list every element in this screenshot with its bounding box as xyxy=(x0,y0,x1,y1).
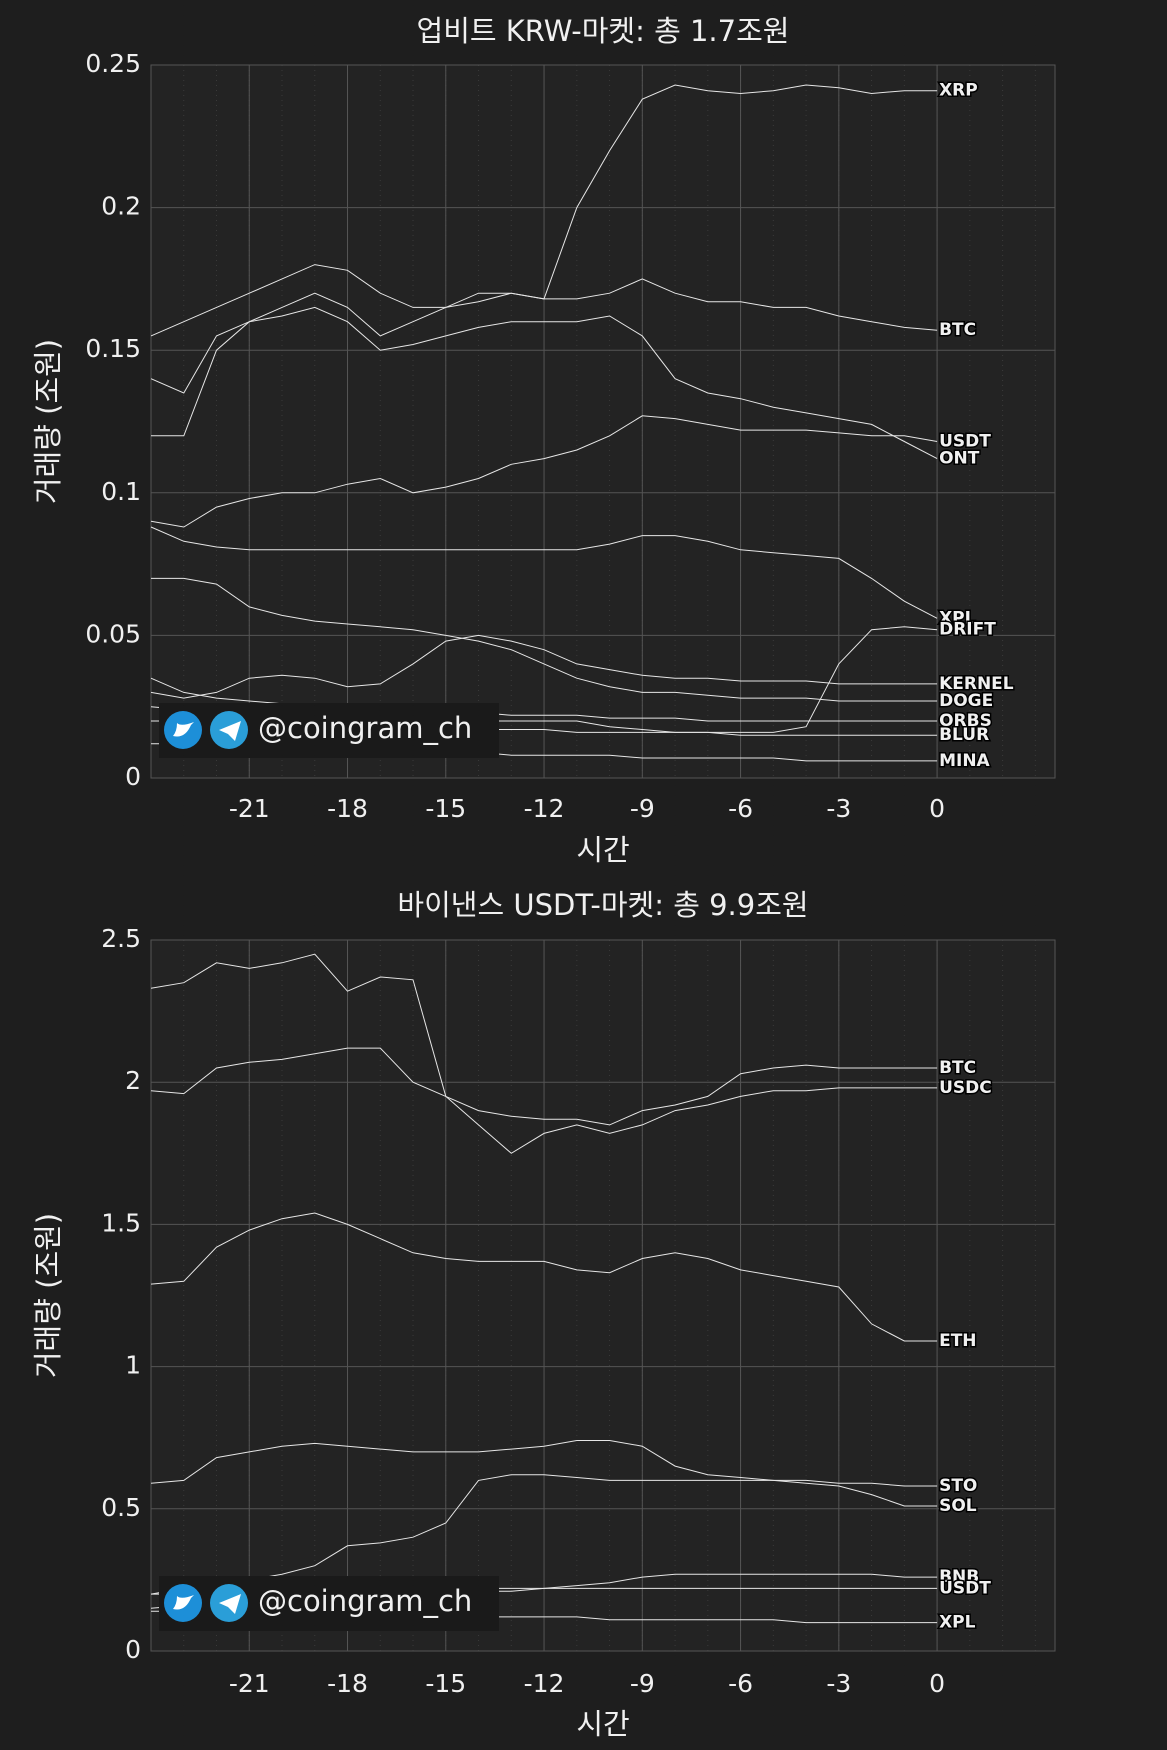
series-line xyxy=(150,1440,938,1487)
y-tick-label: 2 xyxy=(125,1066,141,1095)
y-tick-label: 0 xyxy=(125,762,141,791)
twitter-glyph xyxy=(173,722,194,737)
y-tick-label: 0.1 xyxy=(101,477,141,506)
series-label: ETH xyxy=(939,1331,976,1351)
x-tick-label: -15 xyxy=(425,1669,466,1698)
x-tick-label: -21 xyxy=(229,1669,270,1698)
series-label: SOL xyxy=(939,1496,977,1516)
x-tick-label: -3 xyxy=(826,1669,851,1698)
y-tick-label: 1 xyxy=(125,1351,141,1380)
plot-area xyxy=(150,939,1056,1652)
x-tick-label: -6 xyxy=(728,1669,753,1698)
series-label: BNB xyxy=(939,1567,979,1587)
x-tick-label: 0 xyxy=(929,794,945,823)
y-tick-label: 0.05 xyxy=(85,619,141,648)
series-line xyxy=(150,953,938,1154)
watermark-text: @coingram_ch xyxy=(258,1584,472,1618)
series-label: XPL xyxy=(939,608,976,628)
chart-title: 바이낸스 USDT-마켓: 총 9.9조원 xyxy=(397,888,808,922)
x-tick-label: -9 xyxy=(630,794,655,823)
x-axis-label: 시간 xyxy=(576,833,629,867)
x-tick-label: -3 xyxy=(826,794,851,823)
y-tick-label: 0.5 xyxy=(101,1493,141,1522)
series-label: BTC xyxy=(939,1058,976,1078)
y-axis-label: 거래량 (조원) xyxy=(31,1213,65,1378)
y-axis-label: 거래량 (조원) xyxy=(31,339,65,504)
x-tick-label: -21 xyxy=(229,794,270,823)
series-label: ORBS xyxy=(939,711,992,731)
y-tick-label: 1.5 xyxy=(101,1208,141,1237)
y-tick-label: 0.2 xyxy=(101,192,141,221)
twitter-glyph xyxy=(173,1595,194,1610)
series-label: DRIFT xyxy=(939,620,996,640)
series-label: KERNEL xyxy=(939,674,1014,694)
series-label: BLUR xyxy=(939,725,989,745)
series-line xyxy=(150,634,938,699)
series-label: USDT xyxy=(939,1578,991,1598)
series-label: ONT xyxy=(939,449,980,469)
series-line xyxy=(150,1474,938,1595)
watermark-text: @coingram_ch xyxy=(258,711,472,745)
series-line xyxy=(150,1212,938,1342)
y-tick-label: 2.5 xyxy=(101,924,141,953)
plot-area xyxy=(150,64,1056,779)
x-tick-label: -6 xyxy=(728,794,753,823)
x-tick-label: -9 xyxy=(630,1669,655,1698)
series-line xyxy=(150,264,938,337)
series-label: USDT xyxy=(939,431,991,451)
telegram-glyph xyxy=(219,1594,241,1614)
y-tick-label: 0.25 xyxy=(85,49,141,78)
series-label: XPL xyxy=(939,1613,976,1633)
series-line xyxy=(150,1047,938,1126)
y-tick-label: 0 xyxy=(125,1635,141,1664)
series-label: BTC xyxy=(939,320,976,340)
x-tick-label: -18 xyxy=(327,794,368,823)
telegram-glyph xyxy=(219,721,241,741)
series-label: MINA xyxy=(939,751,990,771)
x-axis-label: 시간 xyxy=(576,1707,629,1741)
x-tick-label: -15 xyxy=(425,794,466,823)
series-label: XRP xyxy=(939,81,978,101)
x-tick-label: -12 xyxy=(524,794,565,823)
series-line xyxy=(150,526,938,619)
x-tick-label: 0 xyxy=(929,1669,945,1698)
series-line xyxy=(150,415,938,528)
series-label: DOGE xyxy=(939,691,993,711)
y-tick-label: 0.15 xyxy=(85,334,141,363)
x-tick-label: -12 xyxy=(524,1669,565,1698)
series-line xyxy=(151,577,938,702)
series-label: STO xyxy=(939,1476,977,1496)
series-line xyxy=(150,306,938,460)
x-tick-label: -18 xyxy=(327,1669,368,1698)
series-label: USDC xyxy=(939,1078,992,1098)
chart-title: 업비트 KRW-마켓: 총 1.7조원 xyxy=(417,14,790,48)
